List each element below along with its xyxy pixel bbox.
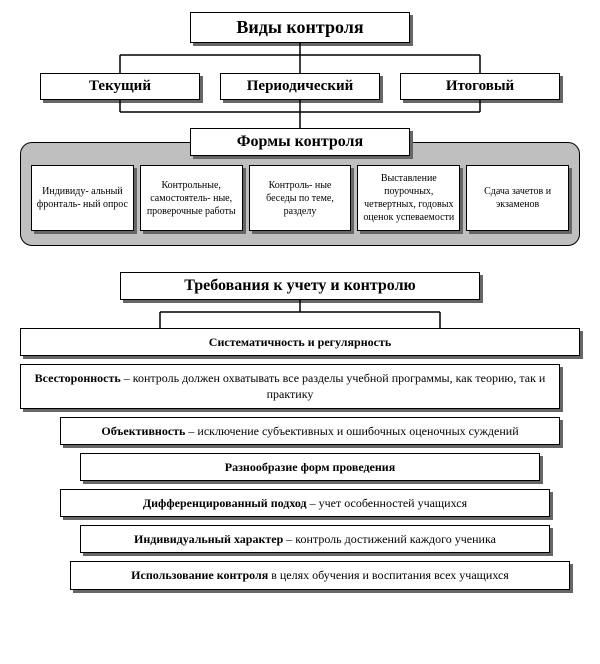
requirements-connector: [120, 300, 480, 328]
requirement-bold: Систематичность и регулярность: [209, 335, 391, 349]
form-item-4: Выставление поурочных, четвертных, годов…: [357, 165, 460, 231]
type-current: Текущий: [40, 73, 200, 100]
types-title: Виды контроля: [190, 12, 410, 43]
requirement-rest: – контроль должен охватывать все разделы…: [121, 371, 546, 401]
requirement-bold: Объективность: [101, 424, 185, 438]
requirement-rest: – учет особенностей учащихся: [307, 496, 468, 510]
requirement-bold: Использование контроля: [131, 568, 268, 582]
requirement-item-5: Дифференцированный подход – учет особенн…: [60, 489, 550, 517]
requirement-rest: – исключение субъективных и ошибочных оц…: [185, 424, 518, 438]
form-item-3: Контроль- ные беседы по теме, разделу: [249, 165, 352, 231]
types-row: Текущий Периодический Итоговый: [40, 73, 560, 100]
form-item-1: Индивиду- альный фронталь- ный опрос: [31, 165, 134, 231]
types-to-forms-connector: [40, 100, 560, 128]
requirement-bold: Разнообразие форм проведения: [225, 460, 395, 474]
requirement-bold: Дифференцированный подход: [143, 496, 307, 510]
forms-title: Формы контроля: [190, 128, 410, 156]
type-final: Итоговый: [400, 73, 560, 100]
requirement-item-7: Использование контроля в целях обучения …: [70, 561, 570, 589]
requirement-item-2: Всесторонность – контроль должен охватыв…: [20, 364, 560, 408]
types-connector: [40, 43, 560, 73]
requirement-rest: – контроль достижений каждого ученика: [283, 532, 496, 546]
form-item-5: Сдача зачетов и экзаменов: [466, 165, 569, 231]
type-periodic: Периодический: [220, 73, 380, 100]
forms-panel: Индивиду- альный фронталь- ный опрос Кон…: [20, 142, 580, 246]
requirement-rest: в целях обучения и воспитания всех учащи…: [268, 568, 509, 582]
requirement-item-4: Разнообразие форм проведения: [80, 453, 540, 481]
requirement-item-3: Объективность – исключение субъективных …: [60, 417, 560, 445]
requirement-item-1: Систематичность и регулярность: [20, 328, 580, 356]
requirement-bold: Всесторонность: [35, 371, 121, 385]
form-item-2: Контрольные, самостоятель- ные, провероч…: [140, 165, 243, 231]
requirement-item-6: Индивидуальный характер – контроль дости…: [80, 525, 550, 553]
requirements-title: Требования к учету и контролю: [120, 272, 480, 300]
requirement-bold: Индивидуальный характер: [134, 532, 283, 546]
requirements-list: Систематичность и регулярность Всесторонн…: [20, 328, 580, 590]
